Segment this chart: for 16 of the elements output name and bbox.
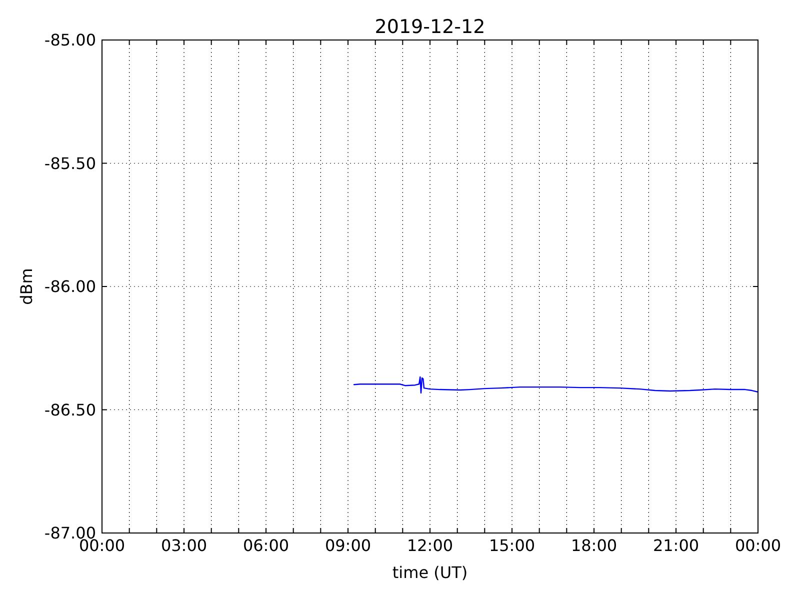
y-tick-label: -85.00 bbox=[44, 30, 96, 50]
y-axis-title: dBm bbox=[17, 268, 36, 305]
x-tick-label: 06:00 bbox=[242, 536, 290, 555]
y-tick-label: -85.50 bbox=[44, 154, 96, 173]
y-tick-label: -86.00 bbox=[44, 277, 96, 296]
x-tick-label: 18:00 bbox=[570, 536, 618, 555]
chart-title: 2019-12-12 bbox=[374, 16, 486, 38]
x-tick-label: 03:00 bbox=[160, 536, 208, 555]
line-series bbox=[353, 376, 759, 394]
x-tick-label: 09:00 bbox=[324, 536, 372, 555]
x-tick-label: 12:00 bbox=[406, 536, 454, 555]
y-tick-label: -86.50 bbox=[44, 400, 96, 420]
x-tick-label: 21:00 bbox=[652, 536, 700, 555]
x-tick-label: 15:00 bbox=[488, 536, 536, 555]
x-axis-title: time (UT) bbox=[392, 563, 468, 582]
x-tick-label: 00:00 bbox=[734, 536, 782, 555]
